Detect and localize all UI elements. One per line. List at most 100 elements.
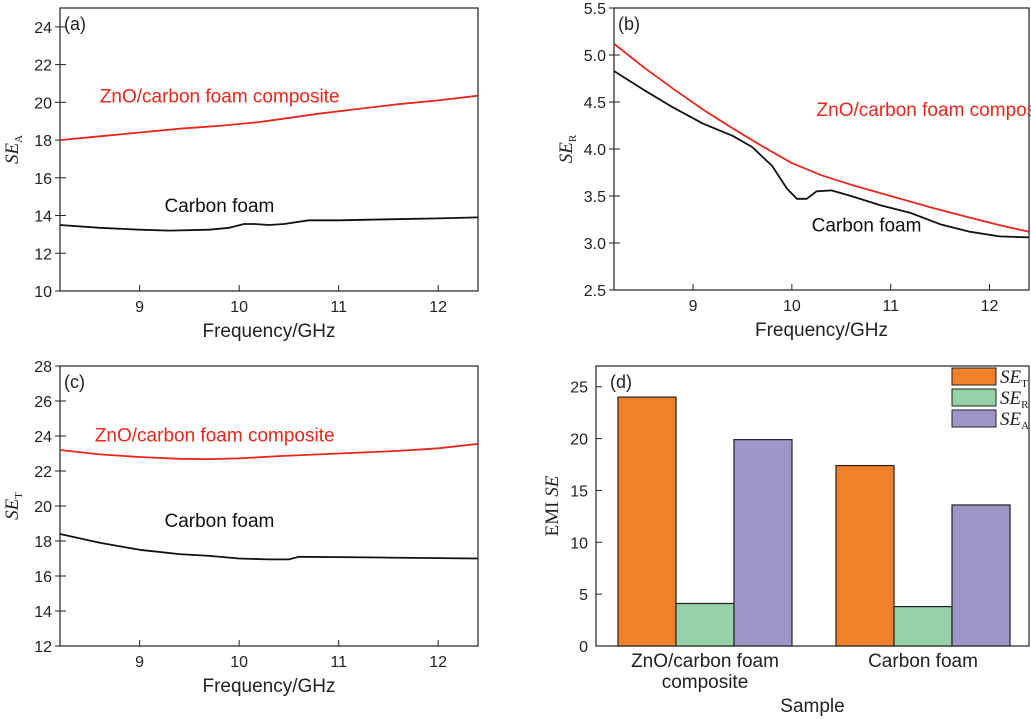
y-tick-label: 10: [570, 535, 588, 552]
y-tick-label: 18: [34, 133, 52, 150]
y-tick-label: 12: [34, 639, 52, 656]
y-tick-label: 16: [34, 569, 52, 586]
series-line-composite: [59, 94, 479, 141]
bar-se-t: [835, 464, 895, 647]
y-axis-label-main: SE: [556, 142, 577, 164]
x-axis-label: Frequency/GHz: [202, 676, 335, 697]
y-axis-label: SET: [2, 492, 25, 520]
x-tick-label: 11: [330, 299, 347, 316]
y-tick-label: 15: [570, 483, 588, 500]
x-tick-label: 10: [230, 654, 248, 671]
bar-se-r: [675, 602, 735, 647]
series-line-carbon-foam: [613, 70, 1030, 239]
x-axis-label: Frequency/GHz: [755, 320, 888, 341]
y-tick-label: 5.0: [584, 48, 606, 65]
series-line-carbon-foam: [59, 216, 479, 232]
chart-panel-b: 2.5 3.0 3.5 4.0 4.5 5.0 5.5 9 10 11 12 Frequency/GH…: [556, 1, 1031, 341]
y-tick-label: 3.5: [584, 189, 606, 206]
series-annotation: Carbon foam: [165, 196, 275, 217]
y-axis-label: EMI SE: [542, 475, 563, 536]
y-tick-label: 24: [34, 429, 52, 446]
panel-label: (b): [618, 14, 640, 34]
series-annotation: ZnO/carbon foam composite: [817, 100, 1031, 121]
y-tick-label: 25: [570, 380, 588, 397]
y-tick-label: 14: [34, 604, 52, 621]
x-tick-label: 12: [981, 298, 999, 315]
y-tick-label: 20: [34, 499, 52, 516]
legend-label-main: SE: [1000, 367, 1022, 388]
y-tick-label: 24: [34, 20, 52, 37]
legend-swatch-se-t: [951, 367, 997, 386]
legend-label-main: SE: [1000, 388, 1022, 409]
x-tick-label: 9: [689, 298, 698, 315]
x-tick-label: 12: [429, 654, 447, 671]
y-tick-label: 2.5: [584, 283, 606, 300]
x-axis-label: Sample: [780, 696, 844, 717]
y-axis-label-symbol: SE: [542, 475, 563, 497]
series-line-composite: [613, 42, 1030, 233]
y-tick-label: 28: [34, 359, 52, 376]
chart-panel-a: 10 12 14 16 18 20 22 24 9 10 11 12 Frequency/GHz SEA (…: [2, 7, 479, 342]
y-tick-label: 5.5: [584, 1, 606, 18]
panel-label: (d): [610, 372, 632, 392]
y-axis-label: SEA: [2, 135, 25, 164]
series-line-composite: [59, 443, 479, 461]
series-annotation: Carbon foam: [165, 511, 275, 532]
y-tick-label: 4.5: [584, 95, 606, 112]
y-tick-label: 12: [34, 246, 52, 263]
plot-frame: [613, 7, 1030, 291]
x-tick-label: 12: [429, 299, 447, 316]
y-tick-label: 22: [34, 464, 52, 481]
legend-label-se-r: SER: [1000, 388, 1029, 411]
y-tick-label: 16: [34, 171, 52, 188]
x-tick-label: 11: [330, 654, 347, 671]
series-line-carbon-foam: [59, 533, 479, 561]
y-tick-label: 4.0: [584, 142, 606, 159]
legend-label-sub: R: [1021, 399, 1029, 411]
y-axis-label: SER: [556, 134, 579, 163]
x-category-label: Carbon foam: [868, 651, 978, 672]
legend-label-se-a: SEA: [1000, 409, 1029, 432]
bar-se-a: [951, 504, 1011, 647]
y-tick-label: 10: [34, 284, 52, 301]
series-annotation: ZnO/carbon foam composite: [95, 425, 335, 446]
y-tick-label: 20: [34, 95, 52, 112]
bar-se-t: [617, 396, 677, 647]
y-axis-label-sub: R: [567, 134, 579, 142]
bar-se-a: [733, 439, 793, 647]
y-axis-label-prefix: EMI: [542, 497, 563, 537]
y-tick-label: 18: [34, 534, 52, 551]
legend-label-sub: T: [1021, 378, 1028, 390]
legend-label-se-t: SET: [1000, 367, 1028, 390]
y-axis-label-main: SE: [2, 498, 23, 520]
x-tick-label: 11: [882, 298, 899, 315]
y-tick-label: 3.0: [584, 236, 606, 253]
y-tick-label: 22: [34, 58, 52, 75]
x-tick-label: 9: [135, 299, 144, 316]
x-axis-label: Frequency/GHz: [202, 321, 335, 342]
x-tick-label: 9: [135, 654, 144, 671]
plot-frame: [59, 365, 479, 647]
y-tick-label: 20: [570, 432, 588, 449]
y-tick-label: 5: [579, 587, 588, 604]
bar-se-r: [893, 605, 953, 647]
legend-label-main: SE: [1000, 409, 1022, 430]
series-annotation: Carbon foam: [812, 216, 922, 237]
y-tick-label: 26: [34, 394, 52, 411]
plot-frame: [59, 7, 479, 292]
panel-label: (a): [64, 14, 86, 34]
y-axis-label-sub: A: [13, 135, 25, 143]
legend-swatch-se-r: [951, 388, 997, 407]
y-tick-label: 14: [34, 209, 52, 226]
y-axis-label-main: SE: [2, 143, 23, 165]
legend-label-sub: A: [1021, 420, 1029, 432]
plot-frame: [595, 365, 1030, 647]
y-axis-label-sub: T: [13, 492, 25, 499]
series-annotation: ZnO/carbon foam composite: [100, 86, 340, 107]
legend-swatch-se-a: [951, 409, 997, 428]
x-tick-label: 10: [783, 298, 801, 315]
x-category-label: ZnO/carbon foam: [631, 651, 779, 672]
